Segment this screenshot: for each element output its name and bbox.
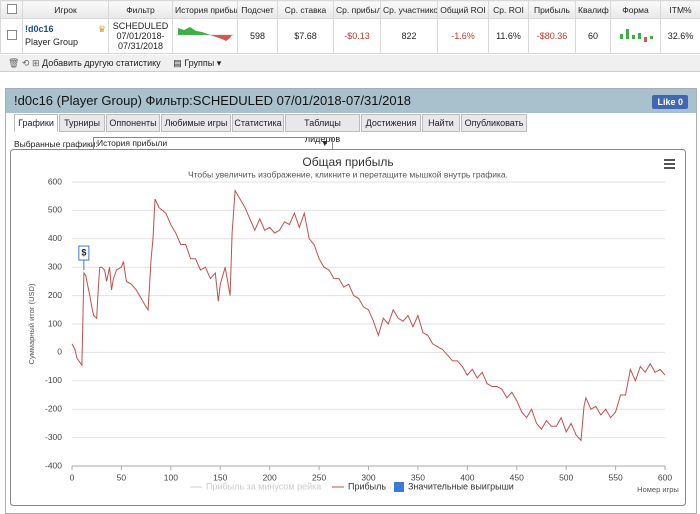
- y-tick-label: 600: [48, 176, 62, 186]
- tab[interactable]: Таблицы лидеров: [285, 114, 360, 132]
- header-row: Игрок Фильтр История прибыли Подсчет Ср.…: [1, 1, 700, 19]
- y-tick-label: -200: [45, 403, 62, 413]
- tab[interactable]: Статистика: [232, 114, 284, 132]
- col-header[interactable]: ITM%: [661, 1, 700, 19]
- y-tick-label: -100: [45, 375, 62, 385]
- x-tick-label: 600: [658, 472, 672, 482]
- col-header[interactable]: Ср. ставка: [278, 1, 334, 19]
- itm: 32.6%: [661, 19, 700, 54]
- tab[interactable]: Графики: [14, 114, 58, 132]
- col-header[interactable]: Прибыль: [529, 1, 576, 19]
- checkbox-cell[interactable]: [1, 19, 23, 54]
- y-tick-label: 300: [48, 261, 62, 271]
- col-header[interactable]: Общий ROI: [438, 1, 489, 19]
- col-header[interactable]: История прибыли: [173, 1, 238, 19]
- checkbox-cell[interactable]: [1, 1, 23, 19]
- player-name[interactable]: !d0c16: [25, 24, 54, 34]
- x-tick-label: 0: [70, 472, 75, 482]
- y-tick-label: 0: [57, 347, 62, 357]
- chart-title: Общая прибыль: [302, 155, 393, 169]
- col-header[interactable]: Фильтр: [109, 1, 173, 19]
- tab[interactable]: Оппоненты: [106, 114, 160, 132]
- col-header[interactable]: Подсчет: [238, 1, 278, 19]
- x-tick-label: 550: [608, 472, 622, 482]
- y-tick-label: -300: [45, 432, 62, 442]
- player-cell: !d0c16♛Player Group: [23, 19, 109, 54]
- avg-entrants: 822: [381, 19, 438, 54]
- profit: -$80.36: [529, 19, 576, 54]
- stats-table: Игрок Фильтр История прибыли Подсчет Ср.…: [0, 0, 700, 54]
- legend-label: Значительные выигрыши: [408, 481, 514, 491]
- toolbar: 🗑 ⟲ ⊞ Добавить другую статистику ▤ Групп…: [0, 55, 700, 72]
- like-button[interactable]: Like 0: [652, 95, 688, 109]
- tab[interactable]: Любимые игры: [161, 114, 231, 132]
- y-axis-label: Суммарный итог (USD): [27, 283, 36, 364]
- qualif: 60: [576, 19, 611, 54]
- chart-subtitle: Чтобы увеличить изображение, кликните и …: [188, 169, 508, 179]
- x-tick-label: 100: [164, 472, 178, 482]
- count: 598: [238, 19, 278, 54]
- tab[interactable]: Найти: [422, 114, 460, 132]
- legend-label: Прибыль: [348, 481, 386, 491]
- y-tick-label: 400: [48, 233, 62, 243]
- select-label: Выбранные графики:: [14, 139, 98, 149]
- legend-symbol: [394, 482, 404, 492]
- y-tick-label: -400: [45, 460, 62, 470]
- tab[interactable]: Достижения: [361, 114, 421, 132]
- add-stat-button[interactable]: Добавить другую статистику: [42, 58, 161, 68]
- chart: Общая прибыль Чтобы увеличить изображени…: [10, 149, 686, 506]
- y-tick-label: 100: [48, 318, 62, 328]
- avg-roi: 11.6%: [489, 19, 529, 54]
- panel-title: !d0c16 (Player Group) Фильтр:SCHEDULED 0…: [14, 93, 411, 108]
- tab[interactable]: Опубликовать: [461, 114, 527, 132]
- col-header[interactable]: Форма: [611, 1, 661, 19]
- sparkline-cell: [173, 19, 238, 54]
- y-tick-label: 200: [48, 290, 62, 300]
- player-group: Player Group: [25, 37, 78, 47]
- panel-header: !d0c16 (Player Group) Фильтр:SCHEDULED 0…: [6, 89, 696, 113]
- col-header[interactable]: Игрок: [23, 1, 109, 19]
- x-tick-label: 50: [117, 472, 127, 482]
- col-header[interactable]: Квалиф: [576, 1, 611, 19]
- tab[interactable]: Турниры: [59, 114, 105, 132]
- total-roi: -1.6%: [438, 19, 489, 54]
- x-axis-label: Номер игры: [637, 485, 679, 494]
- col-header[interactable]: Ср. участников: [381, 1, 438, 19]
- panel: !d0c16 (Player Group) Фильтр:SCHEDULED 0…: [5, 88, 697, 514]
- col-header[interactable]: Ср. прибыль: [334, 1, 381, 19]
- groups-button[interactable]: Группы: [184, 58, 214, 68]
- col-header[interactable]: Ср. ROI: [489, 1, 529, 19]
- sparkline: [176, 24, 234, 46]
- avg-stake: $7.68: [278, 19, 334, 54]
- filter-line: SCHEDULED: [113, 21, 169, 31]
- select-value: История прибыли: [97, 138, 167, 148]
- x-tick-label: 500: [559, 472, 573, 482]
- filter-line: 07/01/2018-: [116, 31, 164, 41]
- form-cell: [611, 19, 661, 54]
- form-icons: [616, 24, 656, 46]
- flag-label: $: [81, 247, 86, 257]
- legend-label: Прибыль за минусом рейка: [206, 481, 321, 491]
- y-tick-label: 500: [48, 205, 62, 215]
- filter-line: 07/31/2018: [118, 41, 163, 51]
- menu-icon[interactable]: [664, 159, 675, 169]
- chart-frame: [11, 150, 686, 506]
- avg-profit: -$0.13: [334, 19, 381, 54]
